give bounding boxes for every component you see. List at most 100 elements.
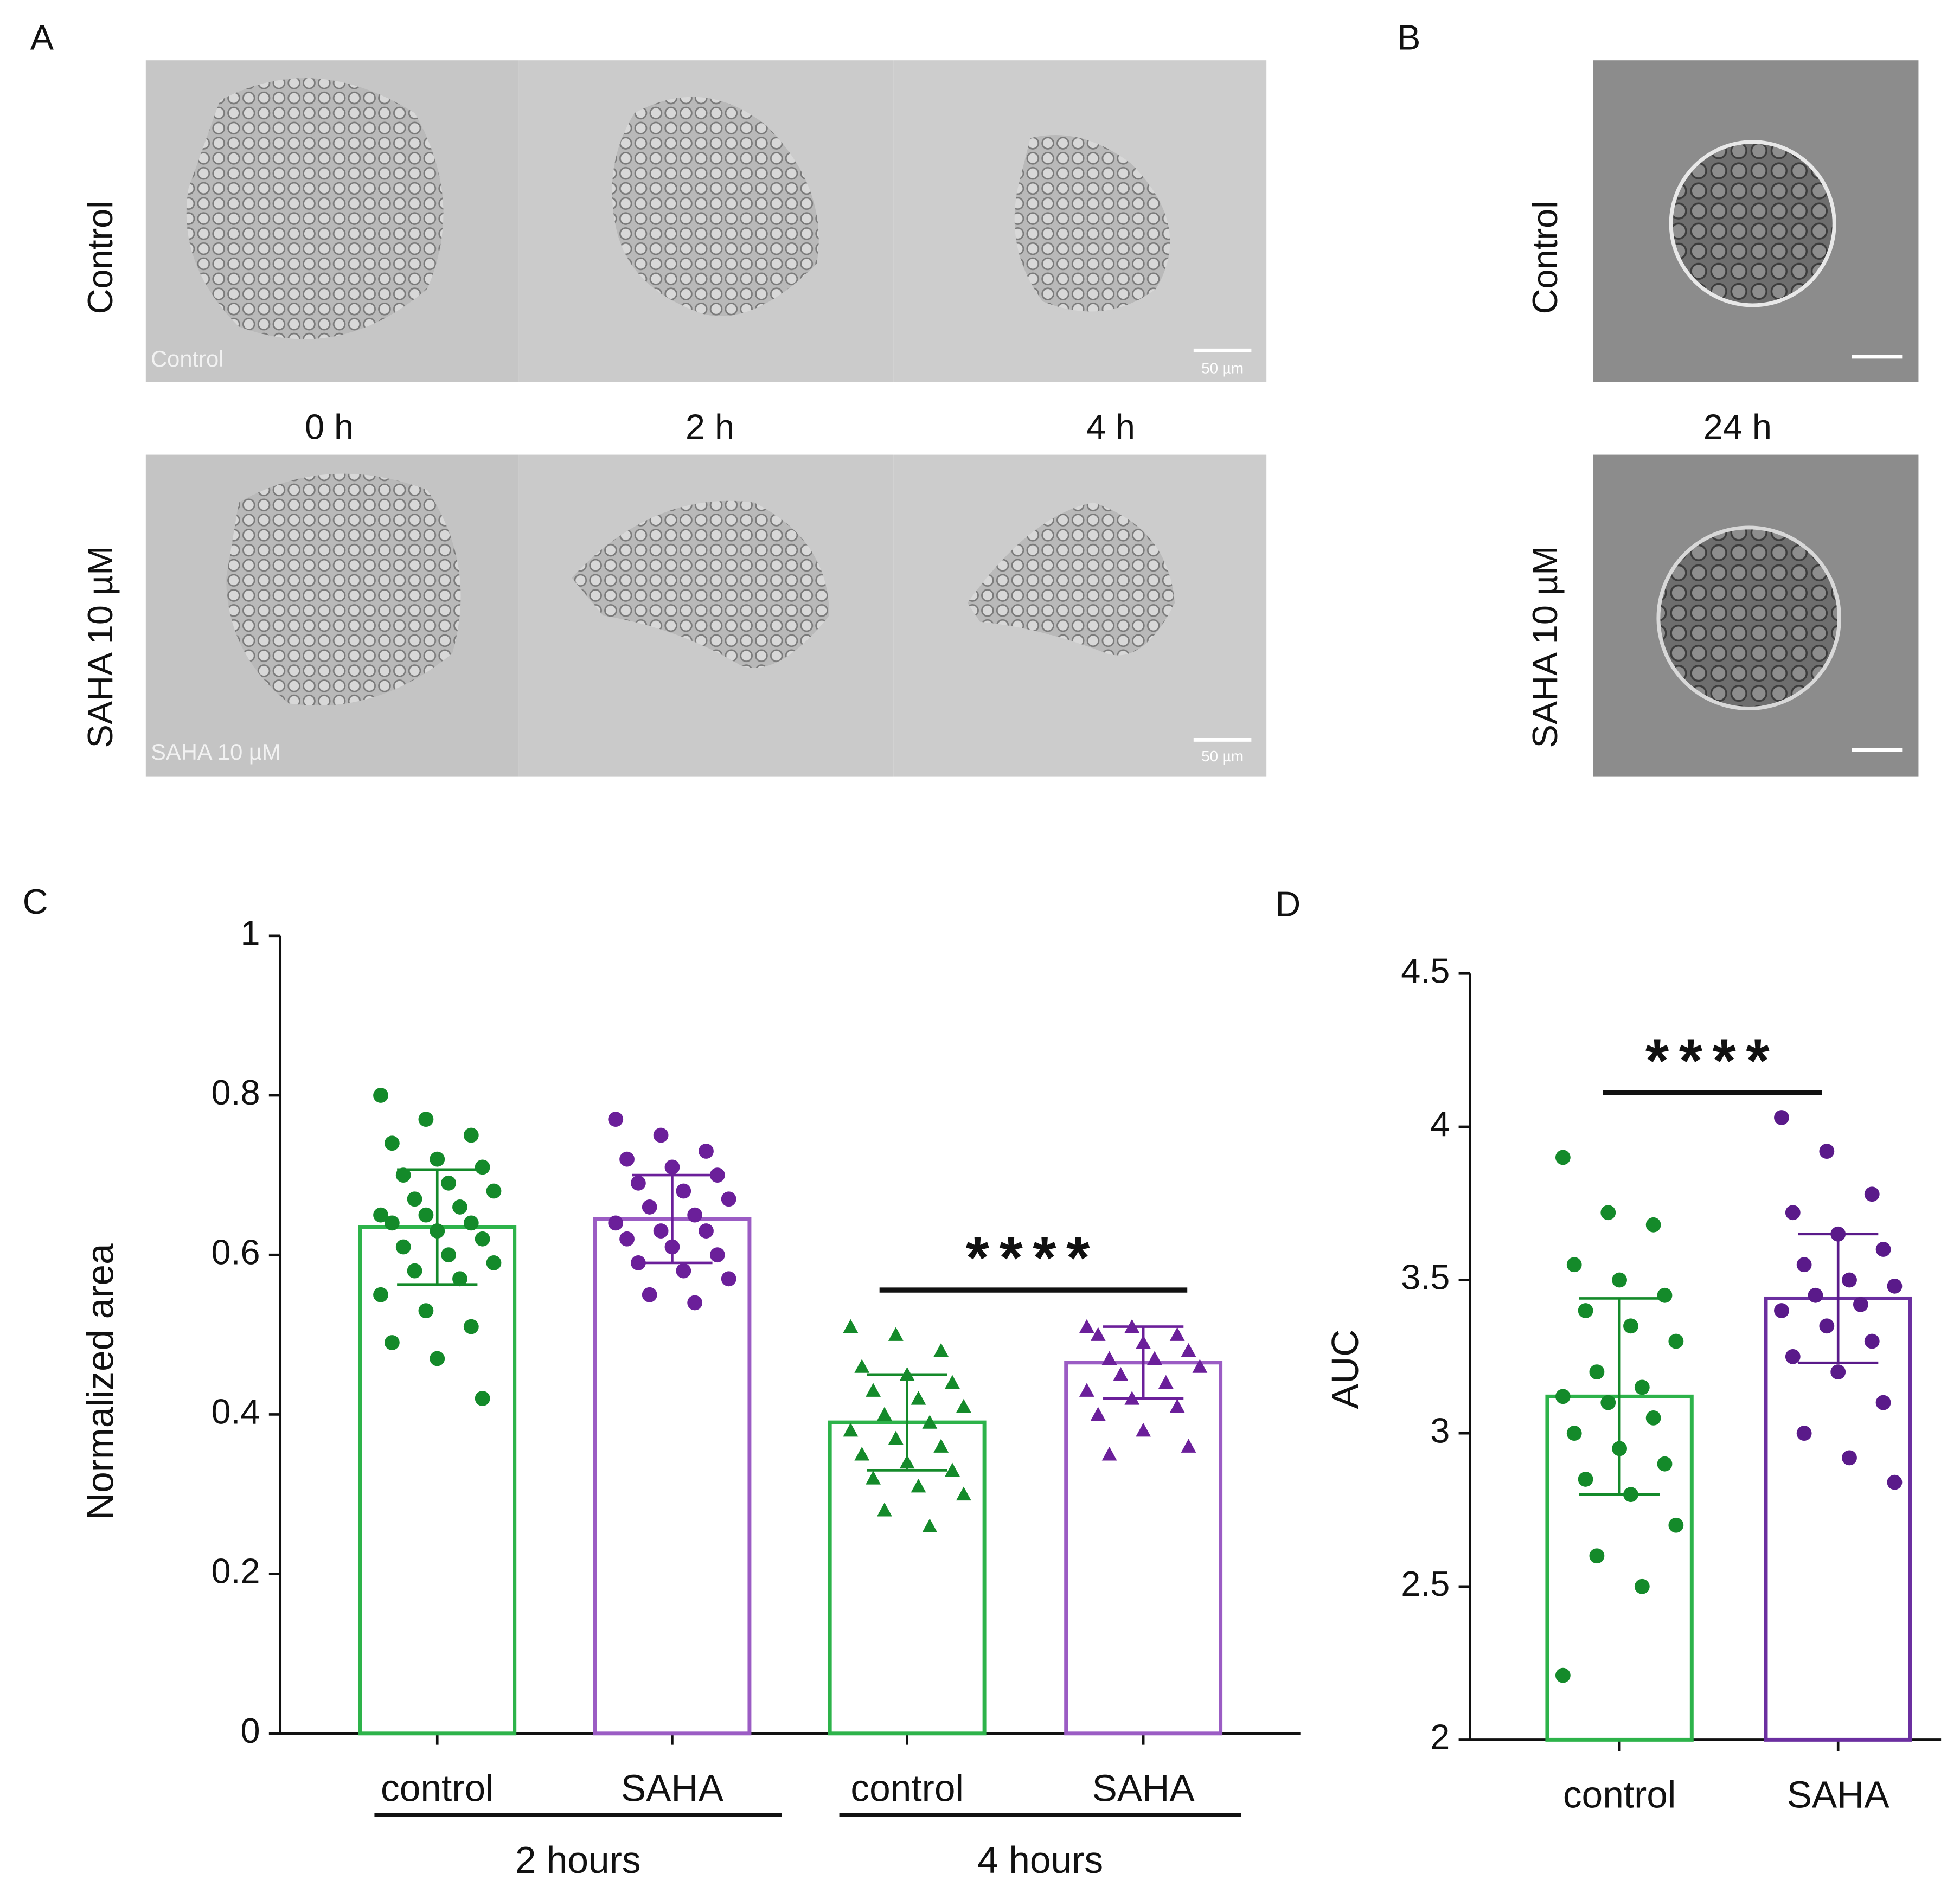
data-point bbox=[1887, 1474, 1903, 1490]
data-point bbox=[418, 1112, 434, 1127]
row-label: Control bbox=[80, 201, 120, 314]
data-point bbox=[384, 1215, 400, 1231]
data-point bbox=[1668, 1517, 1684, 1533]
data-point bbox=[1555, 1667, 1571, 1683]
data-point bbox=[721, 1271, 736, 1287]
data-point bbox=[1774, 1303, 1789, 1318]
data-point bbox=[1555, 1389, 1571, 1404]
micrograph-grid: 50 µm 50 µm Control SAHA 10 µM bbox=[145, 60, 1267, 777]
data-point bbox=[395, 1167, 411, 1183]
data-point bbox=[1578, 1472, 1593, 1487]
y-tick-label: 4 bbox=[1430, 1104, 1450, 1144]
cell-cluster bbox=[186, 78, 444, 339]
data-point bbox=[407, 1263, 422, 1279]
data-point bbox=[619, 1151, 635, 1167]
data-point bbox=[843, 1319, 859, 1333]
time-label: 2 h bbox=[686, 407, 734, 446]
cell-cluster bbox=[1014, 135, 1170, 312]
spheroid bbox=[1656, 525, 1841, 710]
y-tick-label: 0.2 bbox=[211, 1551, 260, 1591]
data-point bbox=[1864, 1333, 1880, 1349]
data-point bbox=[1864, 1186, 1880, 1202]
data-point bbox=[1887, 1278, 1903, 1294]
data-point bbox=[687, 1295, 703, 1311]
significance-label: **** bbox=[1645, 1026, 1779, 1094]
group-label: 4 hours bbox=[977, 1839, 1103, 1881]
data-point bbox=[911, 1391, 926, 1405]
y-tick-label: 3 bbox=[1430, 1410, 1450, 1450]
data-point bbox=[1181, 1439, 1196, 1453]
data-point bbox=[1668, 1333, 1684, 1349]
data-point bbox=[699, 1144, 714, 1159]
data-point bbox=[877, 1503, 892, 1517]
y-axis-label: AUC bbox=[1324, 1330, 1366, 1409]
data-point bbox=[866, 1471, 881, 1485]
data-point bbox=[1808, 1287, 1823, 1303]
time-label: 4 h bbox=[1086, 407, 1135, 446]
x-tick-label: SAHA bbox=[1092, 1767, 1195, 1809]
data-point bbox=[1079, 1319, 1094, 1333]
data-point bbox=[1090, 1407, 1106, 1421]
data-point bbox=[463, 1127, 479, 1143]
data-point bbox=[1819, 1144, 1835, 1159]
data-point bbox=[945, 1462, 960, 1477]
image-label: SAHA 10 µM bbox=[151, 739, 281, 765]
panel-letter: D bbox=[1275, 884, 1301, 924]
data-point bbox=[1589, 1364, 1605, 1380]
data-point bbox=[1101, 1447, 1117, 1461]
group-label: 2 hours bbox=[515, 1839, 641, 1881]
data-point bbox=[922, 1518, 938, 1532]
data-point bbox=[699, 1223, 714, 1239]
data-point bbox=[1853, 1297, 1868, 1312]
image-label: Control bbox=[151, 346, 223, 371]
panel-letter: C bbox=[23, 882, 48, 921]
data-point bbox=[1113, 1366, 1129, 1381]
data-point bbox=[1136, 1422, 1151, 1437]
data-point bbox=[619, 1231, 635, 1247]
data-point bbox=[475, 1159, 490, 1175]
x-tick-label: control bbox=[850, 1767, 964, 1809]
scale-bar-label: 50 µm bbox=[1201, 360, 1244, 376]
data-point bbox=[721, 1191, 736, 1207]
data-point bbox=[676, 1183, 691, 1199]
x-tick-label: control bbox=[1563, 1773, 1676, 1815]
time-label: 24 h bbox=[1703, 407, 1772, 446]
data-point bbox=[1657, 1456, 1673, 1472]
time-label: 0 h bbox=[305, 407, 354, 446]
data-point bbox=[1842, 1450, 1857, 1466]
data-point bbox=[395, 1239, 411, 1255]
data-point bbox=[1645, 1410, 1661, 1426]
data-point bbox=[475, 1231, 490, 1247]
data-point bbox=[1796, 1426, 1812, 1441]
data-point bbox=[407, 1191, 422, 1207]
data-point bbox=[1578, 1303, 1593, 1318]
data-point bbox=[1589, 1548, 1605, 1564]
data-point bbox=[888, 1430, 904, 1445]
data-point bbox=[945, 1375, 960, 1389]
data-point bbox=[452, 1199, 467, 1215]
data-point bbox=[608, 1215, 624, 1231]
data-point bbox=[1634, 1578, 1650, 1594]
data-point bbox=[1657, 1287, 1673, 1303]
data-point bbox=[1623, 1318, 1638, 1334]
y-tick-label: 0.8 bbox=[211, 1073, 260, 1112]
data-point bbox=[373, 1088, 388, 1103]
bar bbox=[358, 1225, 517, 1736]
data-point bbox=[373, 1207, 388, 1223]
data-point bbox=[475, 1391, 490, 1406]
data-point bbox=[1875, 1395, 1891, 1410]
data-point bbox=[452, 1271, 467, 1287]
data-point bbox=[1830, 1364, 1846, 1380]
significance-label: **** bbox=[966, 1223, 1100, 1291]
row-label: SAHA 10 µM bbox=[1525, 546, 1565, 748]
bar bbox=[1064, 1361, 1223, 1736]
data-point bbox=[664, 1159, 680, 1175]
y-tick-label: 4.5 bbox=[1401, 951, 1450, 990]
data-point bbox=[486, 1183, 502, 1199]
row-label: Control bbox=[1525, 201, 1565, 314]
data-point bbox=[854, 1447, 870, 1461]
data-point bbox=[463, 1319, 479, 1334]
data-point bbox=[430, 1351, 445, 1366]
data-point bbox=[956, 1398, 971, 1413]
